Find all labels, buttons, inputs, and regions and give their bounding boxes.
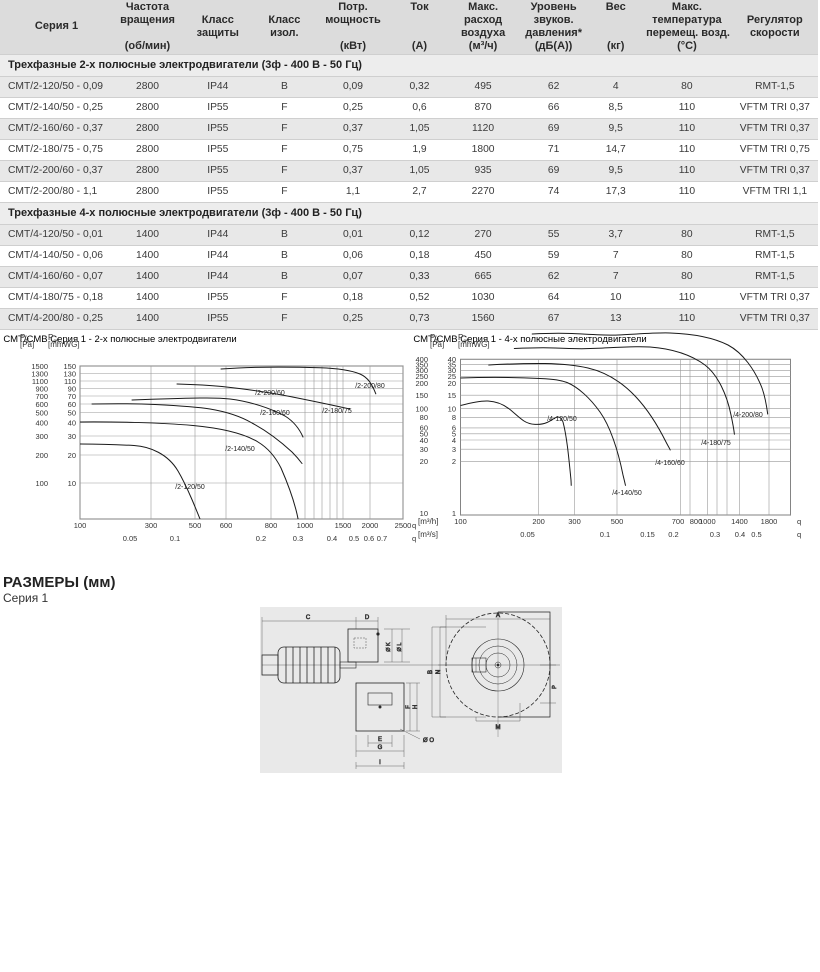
svg-text:40: 40	[68, 418, 76, 427]
svg-text:q: q	[797, 517, 801, 526]
svg-text:600: 600	[220, 521, 233, 530]
svg-text:/2-120/50: /2-120/50	[175, 484, 205, 491]
svg-text:0.05: 0.05	[123, 534, 138, 543]
svg-text:300: 300	[35, 432, 48, 441]
svg-text:0.3: 0.3	[710, 530, 720, 539]
svg-text:800: 800	[265, 521, 278, 530]
svg-text:500: 500	[611, 517, 624, 526]
svg-text:500: 500	[35, 408, 48, 417]
svg-text:/4-160/60: /4-160/60	[655, 460, 685, 467]
svg-text:0.6: 0.6	[364, 534, 374, 543]
svg-text:100: 100	[74, 521, 87, 530]
svg-text:200: 200	[415, 379, 428, 388]
svg-text:0.1: 0.1	[170, 534, 180, 543]
svg-text:q: q	[412, 521, 416, 530]
svg-text:СМТ/CMB Серия 1 - 4-х полюсны: СМТ/CMB Серия 1 - 4-х полюсные электродв…	[413, 334, 646, 345]
svg-text:0.5: 0.5	[349, 534, 359, 543]
svg-text:q: q	[797, 530, 801, 539]
svg-text:G: G	[378, 745, 383, 751]
svg-text:20: 20	[68, 451, 76, 460]
svg-text:Ø K: Ø K	[386, 641, 392, 651]
svg-text:[mmWG]: [mmWG]	[458, 340, 490, 349]
svg-text:30: 30	[420, 445, 428, 454]
svg-text:[mmWG]: [mmWG]	[48, 340, 80, 349]
svg-text:700: 700	[672, 517, 685, 526]
svg-text:300: 300	[568, 517, 581, 526]
svg-text:2500: 2500	[395, 521, 412, 530]
svg-text:50: 50	[68, 408, 76, 417]
svg-text:10: 10	[68, 479, 76, 488]
svg-text:/4-180/75: /4-180/75	[701, 440, 731, 447]
svg-text:200: 200	[532, 517, 545, 526]
svg-text:15: 15	[448, 391, 456, 400]
svg-text:M: M	[496, 725, 501, 731]
svg-text:1500: 1500	[335, 521, 352, 530]
svg-text:/4-200/80: /4-200/80	[733, 412, 763, 419]
svg-text:0.7: 0.7	[377, 534, 387, 543]
svg-text:200: 200	[35, 451, 48, 460]
svg-text:8: 8	[452, 413, 456, 422]
svg-text:q: q	[412, 534, 416, 543]
svg-text:/2-200/80: /2-200/80	[355, 383, 385, 390]
svg-text:40: 40	[420, 436, 428, 445]
svg-text:0.4: 0.4	[327, 534, 337, 543]
svg-text:P: P	[552, 684, 558, 688]
svg-text:D: D	[365, 615, 370, 621]
svg-text:/2-140/50: /2-140/50	[225, 446, 255, 453]
svg-text:100: 100	[454, 517, 467, 526]
svg-text:N: N	[436, 669, 442, 673]
svg-text:30: 30	[68, 432, 76, 441]
svg-text:СМТ/CMB Серия 1 - 2-х полюсны: СМТ/CMB Серия 1 - 2-х полюсные электродв…	[3, 334, 236, 345]
svg-text:/2-200/60: /2-200/60	[255, 390, 285, 397]
svg-text:/4-120/50: /4-120/50	[547, 416, 577, 423]
svg-text:0.5: 0.5	[751, 530, 761, 539]
svg-text:1800: 1800	[761, 517, 778, 526]
svg-text:20: 20	[420, 457, 428, 466]
svg-text:F: F	[406, 704, 412, 708]
svg-text:[m³/s]: [m³/s]	[418, 530, 438, 539]
svg-text:1000: 1000	[699, 517, 716, 526]
svg-text:0.2: 0.2	[256, 534, 266, 543]
svg-text:0.3: 0.3	[293, 534, 303, 543]
svg-text:80: 80	[420, 413, 428, 422]
svg-text:[Pa]: [Pa]	[20, 340, 34, 349]
svg-text:400: 400	[35, 418, 48, 427]
svg-text:B: B	[428, 669, 434, 673]
svg-text:H: H	[413, 704, 419, 708]
svg-text:0.2: 0.2	[668, 530, 678, 539]
svg-text:/4-140/50: /4-140/50	[612, 490, 642, 497]
svg-text:1400: 1400	[731, 517, 748, 526]
svg-text:0.1: 0.1	[600, 530, 610, 539]
svg-text:[m³/h]: [m³/h]	[418, 517, 438, 526]
svg-text:/2-180/75: /2-180/75	[322, 408, 352, 415]
svg-text:A: A	[496, 613, 500, 619]
svg-text:3: 3	[452, 445, 456, 454]
svg-text:0.05: 0.05	[520, 530, 535, 539]
svg-text:[Pa]: [Pa]	[430, 340, 444, 349]
svg-text:4: 4	[452, 436, 456, 445]
svg-text:20: 20	[448, 379, 456, 388]
svg-text:I: I	[379, 760, 381, 766]
svg-text:300: 300	[145, 521, 158, 530]
svg-text:2000: 2000	[362, 521, 379, 530]
svg-text:1000: 1000	[297, 521, 314, 530]
svg-text:E: E	[378, 737, 382, 743]
svg-text:C: C	[306, 615, 311, 621]
svg-text:500: 500	[189, 521, 202, 530]
svg-text:/2-160/60: /2-160/60	[260, 410, 290, 417]
svg-text:0.4: 0.4	[735, 530, 745, 539]
svg-text:Ø L: Ø L	[397, 642, 403, 651]
svg-text:Ø O: Ø O	[423, 738, 434, 744]
svg-text:2: 2	[452, 457, 456, 466]
svg-text:150: 150	[415, 391, 428, 400]
svg-text:100: 100	[35, 479, 48, 488]
svg-text:0.15: 0.15	[640, 530, 655, 539]
